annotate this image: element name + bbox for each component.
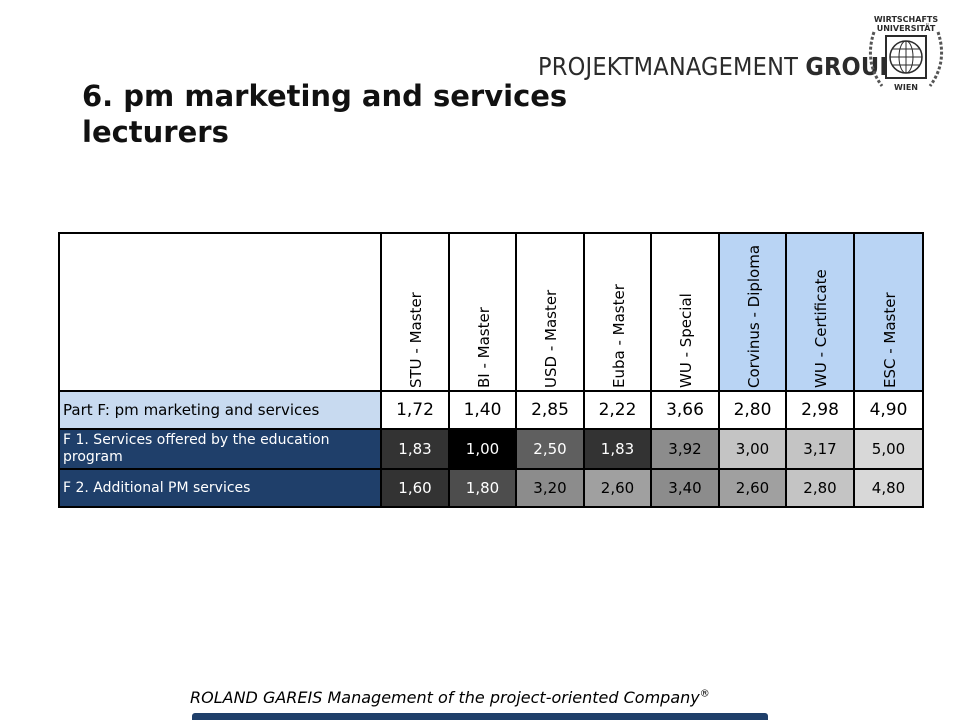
- column-header-label: WU - Special: [677, 293, 695, 388]
- logo-word-projektmanagement: PROJEKTMANAGEMENT: [538, 52, 799, 81]
- column-header: ESC - Master: [853, 232, 924, 392]
- value-cell: 2,85: [515, 390, 585, 430]
- column-header-label: WU - Certificate: [812, 269, 830, 388]
- value-cell: 5,00: [853, 428, 924, 470]
- value-cell: 2,80: [718, 390, 787, 430]
- seal-text-mid: UNIVERSITÄT: [877, 23, 936, 33]
- table-row: F 1. Services offered by the education p…: [58, 428, 924, 470]
- column-header-label: Corvinus - Diploma: [744, 244, 763, 388]
- table-row: F 2. Additional PM services 1,60 1,80 3,…: [58, 468, 924, 508]
- footer-bar: [192, 713, 768, 720]
- column-header-label: BI - Master: [474, 307, 493, 388]
- value-cell: 2,80: [785, 468, 855, 508]
- value-cell: 3,20: [515, 468, 585, 508]
- value-cell: 2,98: [785, 390, 855, 430]
- column-header-label: STU - Master: [407, 292, 425, 388]
- footer-text: ROLAND GAREIS Management of the project-…: [190, 688, 700, 707]
- logo: PROJEKTMANAGEMENT GROUP WIRTSCHAFTS UNIV…: [530, 12, 960, 100]
- column-header: STU - Master: [380, 232, 450, 392]
- column-header: USD - Master: [515, 232, 585, 392]
- value-cell: 4,80: [853, 468, 924, 508]
- university-seal-icon: WIRTSCHAFTS UNIVERSITÄT WIEN: [868, 15, 944, 92]
- value-cell: 1,83: [583, 428, 652, 470]
- value-cell: 3,40: [650, 468, 720, 508]
- row-label: F 2. Additional PM services: [58, 468, 382, 508]
- value-cell: 3,66: [650, 390, 720, 430]
- logo-wordmark: PROJEKTMANAGEMENT GROUP: [538, 52, 896, 81]
- column-header-label: ESC - Master: [880, 292, 899, 388]
- header-corner-cell: [58, 232, 382, 392]
- value-cell: 3,00: [718, 428, 787, 470]
- value-cell: 1,60: [380, 468, 450, 508]
- column-header: Euba - Master: [583, 232, 652, 392]
- value-cell: 1,40: [448, 390, 517, 430]
- column-header: WU - Certificate: [785, 232, 855, 392]
- table-row: Part F: pm marketing and services 1,72 1…: [58, 390, 924, 430]
- column-header: BI - Master: [448, 232, 517, 392]
- column-header-label: USD - Master: [542, 289, 560, 388]
- logo-word-group: GROUP: [805, 52, 897, 81]
- value-cell: 1,72: [380, 390, 450, 430]
- value-cell: 2,50: [515, 428, 585, 470]
- value-cell: 1,80: [448, 468, 517, 508]
- column-header: WU - Special: [650, 232, 720, 392]
- table-header-row: STU - Master BI - Master USD - Master Eu…: [58, 232, 924, 392]
- column-header: Corvinus - Diploma: [718, 232, 787, 392]
- seal-text-bottom: WIEN: [894, 83, 918, 92]
- value-cell: 2,22: [583, 390, 652, 430]
- value-cell: 2,60: [718, 468, 787, 508]
- row-label: F 1. Services offered by the education p…: [58, 428, 382, 470]
- registered-mark: ®: [699, 688, 710, 700]
- value-cell: 1,83: [380, 428, 450, 470]
- footer-caption: ROLAND GAREIS Management of the project-…: [190, 688, 790, 707]
- value-cell: 2,60: [583, 468, 652, 508]
- column-header-label: Euba - Master: [609, 284, 628, 388]
- title-line-2: lecturers: [82, 115, 229, 149]
- page-title: 6. pm marketing and services lecturers: [82, 78, 602, 150]
- value-cell: 1,00: [448, 428, 517, 470]
- row-label: Part F: pm marketing and services: [58, 390, 382, 430]
- value-cell: 3,92: [650, 428, 720, 470]
- title-line-1: 6. pm marketing and services: [82, 79, 568, 113]
- value-cell: 3,17: [785, 428, 855, 470]
- seal-text-top: WIRTSCHAFTS: [874, 15, 939, 24]
- evaluation-table: STU - Master BI - Master USD - Master Eu…: [58, 232, 924, 508]
- value-cell: 4,90: [853, 390, 924, 430]
